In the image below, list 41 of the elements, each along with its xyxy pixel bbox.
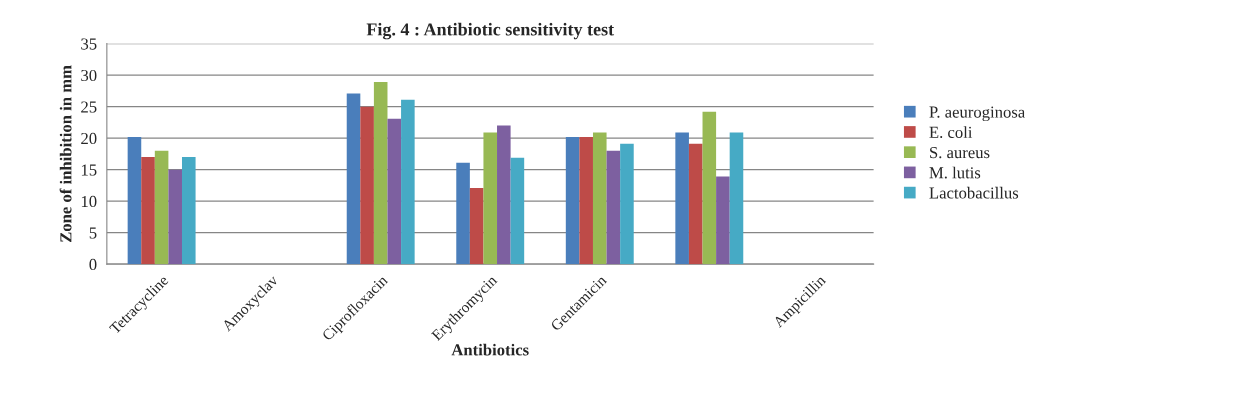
bar [346, 93, 361, 265]
bar [360, 106, 374, 265]
y-tick-label: 35 [81, 38, 97, 50]
bar [688, 143, 703, 265]
bar [510, 157, 525, 265]
x-axis-title: Antibiotics [451, 343, 529, 356]
bar [497, 125, 511, 265]
bar [483, 132, 498, 265]
bar [127, 136, 142, 265]
y-tick-label: 25 [81, 101, 97, 113]
y-tick-label: 5 [89, 227, 97, 239]
bar [141, 157, 155, 265]
bar [716, 176, 730, 265]
bar [373, 82, 388, 265]
bar [469, 187, 484, 265]
chart-title: Fig. 4 : Antibiotic sensitivity test [366, 22, 615, 40]
y-tick-label: 0 [89, 258, 97, 271]
bar [606, 150, 621, 265]
bar [154, 150, 169, 265]
bar [729, 132, 744, 265]
legend-label: S. aureus [930, 146, 990, 159]
y-tick-label: 20 [81, 132, 97, 145]
bar [579, 136, 593, 265]
bar [401, 99, 415, 265]
legend-label: Lactobacillus [929, 186, 1019, 199]
bar [456, 162, 470, 265]
bar [675, 132, 689, 265]
legend-label: P. aeuroginosa [929, 106, 1025, 122]
bar [168, 169, 182, 265]
bar [620, 143, 634, 265]
y-axis-title: Zone of inhibition in mm [59, 65, 72, 243]
y-tick-label: 30 [81, 69, 97, 82]
y-tick-label: 15 [81, 164, 97, 176]
bar [592, 132, 607, 265]
legend-label: M. lutis [929, 166, 981, 179]
bar [181, 157, 196, 265]
bar [565, 136, 580, 265]
legend-label: E. coli [929, 126, 973, 139]
bar [702, 111, 717, 265]
y-tick-label: 10 [81, 195, 97, 208]
bar [387, 118, 402, 265]
